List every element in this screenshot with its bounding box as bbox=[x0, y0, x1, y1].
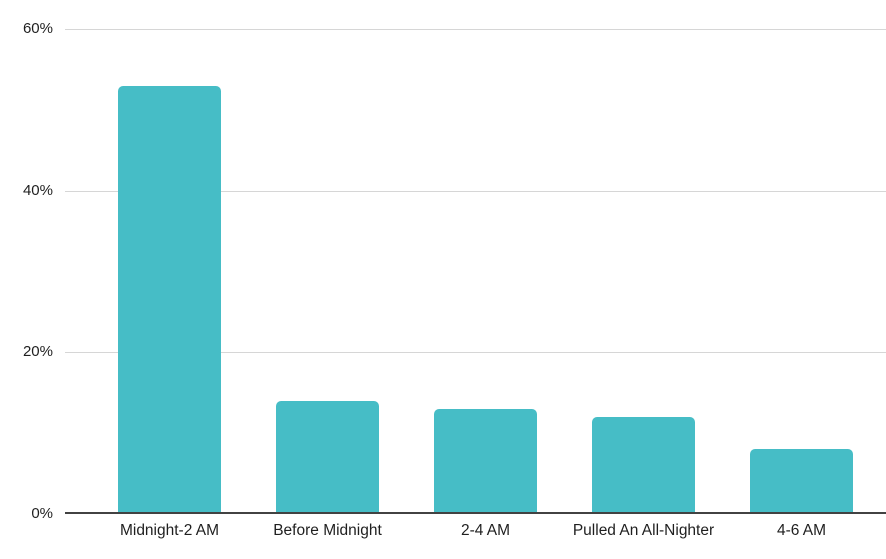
gridline bbox=[65, 190, 886, 192]
x-category-label: Midnight-2 AM bbox=[119, 522, 220, 539]
x-category-label: 4-6 AM bbox=[776, 522, 827, 539]
gridline bbox=[65, 352, 886, 354]
x-axis-line bbox=[65, 512, 886, 514]
gridline bbox=[65, 29, 886, 30]
plot-area bbox=[65, 0, 886, 514]
x-category-label: 2-4 AM bbox=[460, 522, 511, 539]
bar-4-6-am bbox=[750, 449, 853, 514]
bar-pulled-an-all-nighter bbox=[592, 417, 695, 514]
y-axis-tick-labels: 0% 20% 40% 60% bbox=[0, 0, 53, 559]
x-category-label: Before Midnight bbox=[273, 522, 382, 539]
y-tick-label: 20% bbox=[22, 343, 53, 361]
bar-before-midnight bbox=[276, 400, 379, 514]
x-axis-category-labels: Midnight-2 AM Before Midnight 2-4 AM Pulled… bbox=[65, 521, 886, 545]
bar-2-4-am bbox=[434, 408, 537, 514]
y-tick-label: 60% bbox=[22, 20, 53, 37]
x-category-label: Pulled An All-Nighter bbox=[572, 522, 715, 539]
y-tick-label: 40% bbox=[22, 181, 53, 199]
y-tick-label: 0% bbox=[31, 505, 53, 522]
bar-midnight-2-am bbox=[118, 85, 221, 514]
